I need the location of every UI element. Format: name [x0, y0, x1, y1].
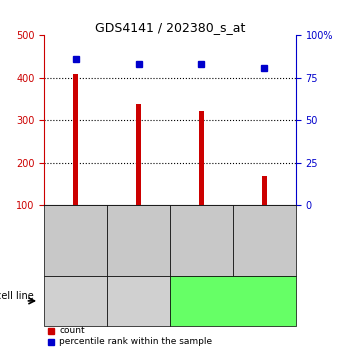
- Bar: [73, 74, 78, 248]
- Bar: [262, 176, 267, 248]
- Text: GSM701543: GSM701543: [134, 215, 143, 266]
- Bar: [199, 111, 204, 248]
- Text: presenilin 2 (PS2)
iPSCs: presenilin 2 (PS2) iPSCs: [199, 291, 267, 310]
- Text: GSM701542: GSM701542: [71, 215, 80, 266]
- Text: Sporadic
PD-derived
iPSCs: Sporadic PD-derived iPSCs: [117, 286, 160, 316]
- Title: GDS4141 / 202380_s_at: GDS4141 / 202380_s_at: [95, 21, 245, 34]
- Text: GSM701545: GSM701545: [260, 215, 269, 266]
- Bar: [136, 104, 141, 248]
- Text: cell line: cell line: [0, 291, 34, 301]
- Text: GSM701544: GSM701544: [197, 215, 206, 266]
- Text: count: count: [59, 326, 85, 336]
- Text: control
IPSCs: control IPSCs: [62, 291, 89, 310]
- Text: percentile rank within the sample: percentile rank within the sample: [59, 337, 212, 346]
